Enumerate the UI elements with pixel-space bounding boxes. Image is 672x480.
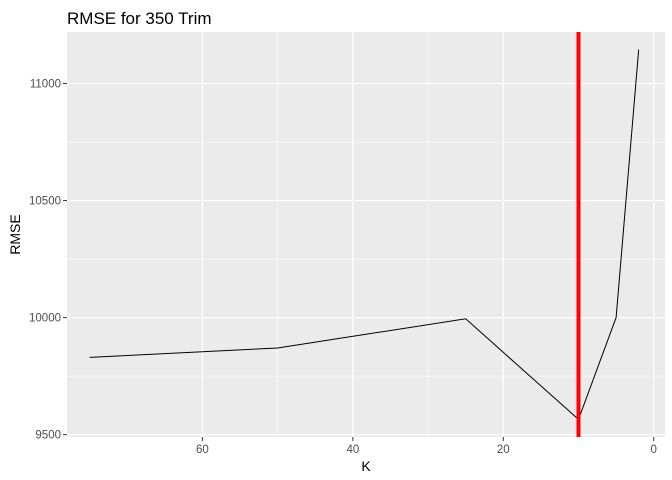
y-tick-label: 10000: [29, 313, 61, 325]
y-axis: 9500 10000 10500 11000: [29, 79, 67, 442]
plot-panel: [67, 32, 665, 437]
x-axis: 60 40 20 0: [196, 437, 657, 456]
x-tick-label: 20: [497, 444, 510, 456]
chart-title: RMSE for 350 Trim: [67, 9, 212, 28]
major-gridlines: [67, 32, 665, 437]
x-tick-label: 60: [196, 444, 209, 456]
y-tick-label: 11000: [30, 79, 61, 91]
rmse-line: [89, 49, 640, 421]
y-axis-title: RMSE: [7, 214, 23, 254]
y-tick-label: 10500: [29, 196, 61, 208]
y-tick-label: 9500: [35, 430, 61, 442]
x-tick-label: 40: [346, 444, 359, 456]
x-tick-label: 0: [651, 444, 657, 456]
x-axis-title: K: [361, 458, 371, 474]
